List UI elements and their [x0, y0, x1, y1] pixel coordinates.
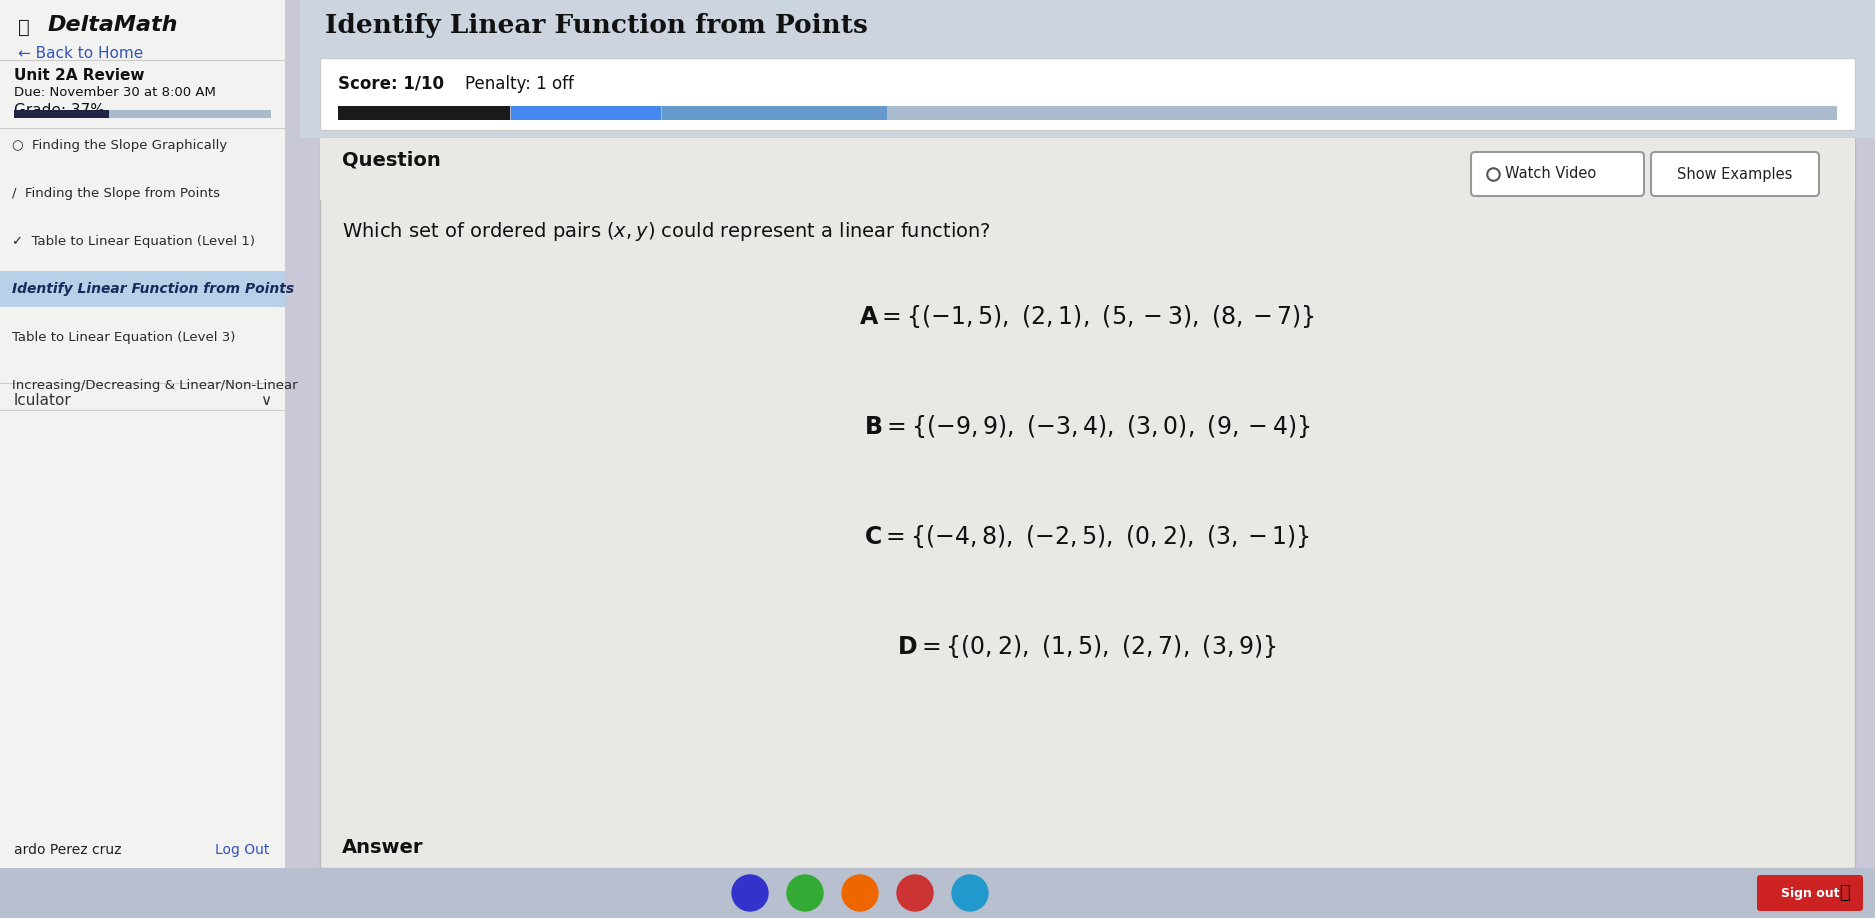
Text: lculator: lculator — [13, 393, 71, 408]
FancyBboxPatch shape — [0, 0, 285, 880]
Text: Penalty: 1 off: Penalty: 1 off — [465, 75, 574, 93]
Text: $\mathbf{A} = \{(-1,5),\ (2,1),\ (5,-3),\ (8,-7)\}$: $\mathbf{A} = \{(-1,5),\ (2,1),\ (5,-3),… — [859, 303, 1314, 330]
Text: ○  Finding the Slope Graphically: ○ Finding the Slope Graphically — [11, 139, 227, 151]
FancyBboxPatch shape — [300, 0, 1875, 138]
FancyBboxPatch shape — [321, 138, 1854, 868]
FancyBboxPatch shape — [1757, 875, 1864, 911]
Text: Watch Video: Watch Video — [1506, 166, 1596, 182]
Circle shape — [731, 875, 769, 911]
Circle shape — [788, 875, 823, 911]
Text: Table to Linear Equation (Level 3): Table to Linear Equation (Level 3) — [11, 330, 236, 343]
Text: Unit 2A Review: Unit 2A Review — [13, 68, 144, 83]
Text: Score: 1/10: Score: 1/10 — [338, 75, 444, 93]
Circle shape — [842, 875, 878, 911]
Text: ardo Perez cruz: ardo Perez cruz — [13, 843, 122, 857]
FancyBboxPatch shape — [13, 110, 272, 118]
Text: /  Finding the Slope from Points: / Finding the Slope from Points — [11, 186, 219, 199]
Text: Log Out: Log Out — [216, 843, 270, 857]
Text: ← Back to Home: ← Back to Home — [19, 46, 142, 61]
Text: Increasing/Decreasing & Linear/Non-Linear: Increasing/Decreasing & Linear/Non-Linea… — [11, 378, 298, 391]
FancyBboxPatch shape — [321, 58, 1854, 130]
FancyBboxPatch shape — [321, 138, 1854, 200]
Text: ✓  Table to Linear Equation (Level 1): ✓ Table to Linear Equation (Level 1) — [11, 234, 255, 248]
Circle shape — [952, 875, 988, 911]
Text: Answer: Answer — [341, 838, 424, 857]
Text: Due: November 30 at 8:00 AM: Due: November 30 at 8:00 AM — [13, 86, 216, 99]
Text: Sign out: Sign out — [1781, 887, 1839, 900]
Text: Which set of ordered pairs $(x, y)$ could represent a linear function?: Which set of ordered pairs $(x, y)$ coul… — [341, 220, 990, 243]
Text: Question: Question — [341, 150, 441, 169]
FancyBboxPatch shape — [338, 106, 1838, 120]
Text: $\mathbf{D} = \{(0,2),\ (1,5),\ (2,7),\ (3,9)\}$: $\mathbf{D} = \{(0,2),\ (1,5),\ (2,7),\ … — [898, 633, 1277, 660]
FancyBboxPatch shape — [0, 271, 285, 307]
Text: $\mathbf{B} = \{(-9,9),\ (-3,4),\ (3,0),\ (9,-4)\}$: $\mathbf{B} = \{(-9,9),\ (-3,4),\ (3,0),… — [864, 413, 1311, 440]
FancyBboxPatch shape — [13, 110, 109, 118]
Text: Identify Linear Function from Points: Identify Linear Function from Points — [324, 13, 868, 38]
FancyBboxPatch shape — [1652, 152, 1819, 196]
FancyBboxPatch shape — [662, 106, 887, 120]
Text: $\mathbf{C} = \{(-4,8),\ (-2,5),\ (0,2),\ (3,-1)\}$: $\mathbf{C} = \{(-4,8),\ (-2,5),\ (0,2),… — [864, 523, 1311, 550]
FancyBboxPatch shape — [0, 868, 1875, 918]
Text: 🎤: 🎤 — [1839, 884, 1851, 902]
FancyBboxPatch shape — [338, 106, 510, 120]
Text: Show Examples: Show Examples — [1678, 166, 1792, 182]
Text: 🎓: 🎓 — [19, 18, 30, 37]
Text: DeltaMath: DeltaMath — [49, 15, 178, 35]
Text: Identify Linear Function from Points: Identify Linear Function from Points — [11, 282, 294, 296]
Circle shape — [896, 875, 934, 911]
Text: Grade: 37%: Grade: 37% — [13, 103, 105, 118]
FancyBboxPatch shape — [1472, 152, 1644, 196]
Text: ∨: ∨ — [261, 393, 272, 408]
FancyBboxPatch shape — [512, 106, 662, 120]
